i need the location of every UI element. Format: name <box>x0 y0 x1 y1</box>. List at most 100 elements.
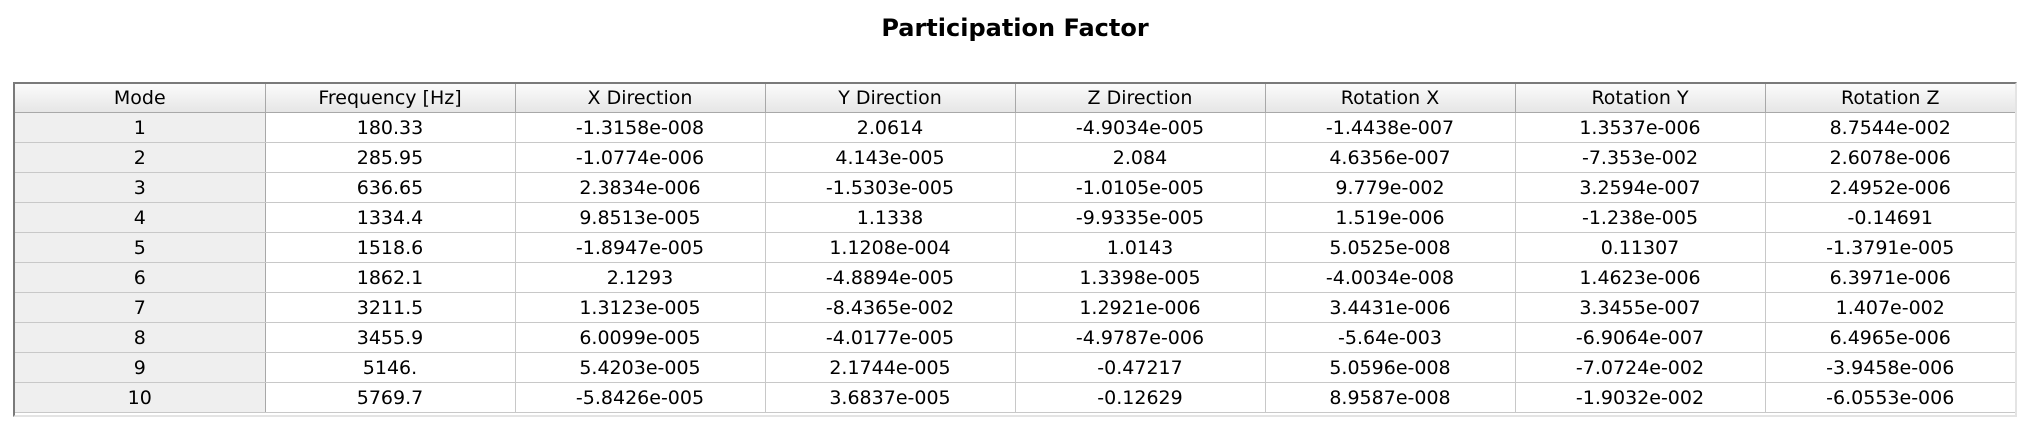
column-header-rotation-y[interactable]: Rotation Y <box>1515 84 1766 113</box>
cell-x-direction[interactable]: 1.3123e-005 <box>515 292 766 323</box>
cell-rotation-y[interactable]: -1.238e-005 <box>1515 202 1766 233</box>
cell-rotation-x[interactable]: -1.4438e-007 <box>1265 112 1516 143</box>
cell-rotation-x[interactable]: 1.519e-006 <box>1265 202 1516 233</box>
cell-mode[interactable]: 1 <box>15 112 266 143</box>
cell-frequency[interactable]: 1334.4 <box>265 202 516 233</box>
cell-rotation-z[interactable]: 6.3971e-006 <box>1765 262 2015 293</box>
cell-rotation-z[interactable]: 2.4952e-006 <box>1765 172 2015 203</box>
cell-z-direction[interactable]: -0.12629 <box>1015 382 1266 413</box>
cell-x-direction[interactable]: 2.1293 <box>515 262 766 293</box>
cell-y-direction[interactable]: 1.1208e-004 <box>765 232 1016 263</box>
cell-rotation-x[interactable]: 3.4431e-006 <box>1265 292 1516 323</box>
cell-rotation-y[interactable]: 3.2594e-007 <box>1515 172 1766 203</box>
cell-rotation-y[interactable]: -7.353e-002 <box>1515 142 1766 173</box>
cell-y-direction[interactable]: 3.6837e-005 <box>765 382 1016 413</box>
column-header-x-direction[interactable]: X Direction <box>515 84 766 113</box>
cell-mode[interactable]: 10 <box>15 382 266 413</box>
cell-x-direction[interactable]: -1.8947e-005 <box>515 232 766 263</box>
cell-z-direction[interactable]: -0.47217 <box>1015 352 1266 383</box>
cell-z-direction[interactable]: -1.0105e-005 <box>1015 172 1266 203</box>
cell-y-direction[interactable]: -4.0177e-005 <box>765 322 1016 353</box>
cell-z-direction[interactable]: 1.3398e-005 <box>1015 262 1266 293</box>
header-row: Mode Frequency [Hz] X Direction Y Direct… <box>15 84 2015 113</box>
cell-frequency[interactable]: 180.33 <box>265 112 516 143</box>
cell-mode[interactable]: 3 <box>15 172 266 203</box>
column-header-mode[interactable]: Mode <box>15 84 266 113</box>
cell-frequency[interactable]: 636.65 <box>265 172 516 203</box>
cell-y-direction[interactable]: -8.4365e-002 <box>765 292 1016 323</box>
participation-factor-table[interactable]: Mode Frequency [Hz] X Direction Y Direct… <box>13 82 2017 417</box>
table-row[interactable]: 8 3455.9 6.0099e-005 -4.0177e-005 -4.9787e-0… <box>15 322 2015 353</box>
table-row[interactable]: 1 180.33 -1.3158e-008 2.0614 -4.9034e-005 -1.… <box>15 112 2015 143</box>
cell-rotation-x[interactable]: 5.0525e-008 <box>1265 232 1516 263</box>
cell-frequency[interactable]: 3211.5 <box>265 292 516 323</box>
cell-rotation-x[interactable]: 9.779e-002 <box>1265 172 1516 203</box>
cell-y-direction[interactable]: 2.1744e-005 <box>765 352 1016 383</box>
cell-y-direction[interactable]: 2.0614 <box>765 112 1016 143</box>
cell-x-direction[interactable]: 9.8513e-005 <box>515 202 766 233</box>
cell-frequency[interactable]: 3455.9 <box>265 322 516 353</box>
table-row[interactable]: 3 636.65 2.3834e-006 -1.5303e-005 -1.0105e-0… <box>15 172 2015 203</box>
cell-x-direction[interactable]: 5.4203e-005 <box>515 352 766 383</box>
cell-rotation-z[interactable]: 8.7544e-002 <box>1765 112 2015 143</box>
cell-rotation-y[interactable]: -6.9064e-007 <box>1515 322 1766 353</box>
cell-rotation-x[interactable]: -5.64e-003 <box>1265 322 1516 353</box>
cell-mode[interactable]: 9 <box>15 352 266 383</box>
cell-x-direction[interactable]: -1.3158e-008 <box>515 112 766 143</box>
cell-rotation-z[interactable]: 6.4965e-006 <box>1765 322 2015 353</box>
cell-x-direction[interactable]: 2.3834e-006 <box>515 172 766 203</box>
table-row[interactable]: 4 1334.4 9.8513e-005 1.1338 -9.9335e-005 1.51… <box>15 202 2015 233</box>
cell-x-direction[interactable]: -1.0774e-006 <box>515 142 766 173</box>
table-row[interactable]: 9 5146. 5.4203e-005 2.1744e-005 -0.47217 5.05… <box>15 352 2015 383</box>
cell-rotation-z[interactable]: -0.14691 <box>1765 202 2015 233</box>
column-header-frequency[interactable]: Frequency [Hz] <box>265 84 516 113</box>
table-row[interactable]: 2 285.95 -1.0774e-006 4.143e-005 2.084 4.6356… <box>15 142 2015 173</box>
cell-frequency[interactable]: 5146. <box>265 352 516 383</box>
cell-z-direction[interactable]: -4.9787e-006 <box>1015 322 1266 353</box>
cell-rotation-z[interactable]: 1.407e-002 <box>1765 292 2015 323</box>
cell-z-direction[interactable]: 1.2921e-006 <box>1015 292 1266 323</box>
cell-mode[interactable]: 8 <box>15 322 266 353</box>
column-header-y-direction[interactable]: Y Direction <box>765 84 1016 113</box>
cell-mode[interactable]: 2 <box>15 142 266 173</box>
cell-rotation-x[interactable]: 5.0596e-008 <box>1265 352 1516 383</box>
cell-y-direction[interactable]: 1.1338 <box>765 202 1016 233</box>
cell-mode[interactable]: 7 <box>15 292 266 323</box>
cell-rotation-x[interactable]: 4.6356e-007 <box>1265 142 1516 173</box>
table-row[interactable]: 10 5769.7 -5.8426e-005 3.6837e-005 -0.12629 8… <box>15 382 2015 413</box>
cell-rotation-y[interactable]: 0.11307 <box>1515 232 1766 263</box>
cell-z-direction[interactable]: -9.9335e-005 <box>1015 202 1266 233</box>
cell-z-direction[interactable]: -4.9034e-005 <box>1015 112 1266 143</box>
table-row[interactable]: 6 1862.1 2.1293 -4.8894e-005 1.3398e-005 -4.0… <box>15 262 2015 293</box>
cell-rotation-y[interactable]: -1.9032e-002 <box>1515 382 1766 413</box>
column-header-rotation-x[interactable]: Rotation X <box>1265 84 1516 113</box>
cell-y-direction[interactable]: -4.8894e-005 <box>765 262 1016 293</box>
cell-rotation-z[interactable]: 2.6078e-006 <box>1765 142 2015 173</box>
cell-frequency[interactable]: 1518.6 <box>265 232 516 263</box>
cell-x-direction[interactable]: 6.0099e-005 <box>515 322 766 353</box>
cell-z-direction[interactable]: 2.084 <box>1015 142 1266 173</box>
table-row[interactable]: 7 3211.5 1.3123e-005 -8.4365e-002 1.2921e-00… <box>15 292 2015 323</box>
cell-frequency[interactable]: 1862.1 <box>265 262 516 293</box>
cell-y-direction[interactable]: -1.5303e-005 <box>765 172 1016 203</box>
cell-mode[interactable]: 6 <box>15 262 266 293</box>
cell-z-direction[interactable]: 1.0143 <box>1015 232 1266 263</box>
column-header-z-direction[interactable]: Z Direction <box>1015 84 1266 113</box>
cell-rotation-y[interactable]: 1.3537e-006 <box>1515 112 1766 143</box>
cell-rotation-x[interactable]: -4.0034e-008 <box>1265 262 1516 293</box>
cell-rotation-y[interactable]: 3.3455e-007 <box>1515 292 1766 323</box>
cell-rotation-z[interactable]: -6.0553e-006 <box>1765 382 2015 413</box>
cell-x-direction[interactable]: -5.8426e-005 <box>515 382 766 413</box>
cell-mode[interactable]: 5 <box>15 232 266 263</box>
cell-frequency[interactable]: 285.95 <box>265 142 516 173</box>
column-header-rotation-z[interactable]: Rotation Z <box>1765 84 2015 113</box>
cell-rotation-z[interactable]: -1.3791e-005 <box>1765 232 2015 263</box>
cell-rotation-x[interactable]: 8.9587e-008 <box>1265 382 1516 413</box>
cell-mode[interactable]: 4 <box>15 202 266 233</box>
cell-rotation-y[interactable]: -7.0724e-002 <box>1515 352 1766 383</box>
cell-rotation-z[interactable]: -3.9458e-006 <box>1765 352 2015 383</box>
cell-y-direction[interactable]: 4.143e-005 <box>765 142 1016 173</box>
cell-rotation-y[interactable]: 1.4623e-006 <box>1515 262 1766 293</box>
cell-frequency[interactable]: 5769.7 <box>265 382 516 413</box>
table-row[interactable]: 5 1518.6 -1.8947e-005 1.1208e-004 1.0143 5.05… <box>15 232 2015 263</box>
